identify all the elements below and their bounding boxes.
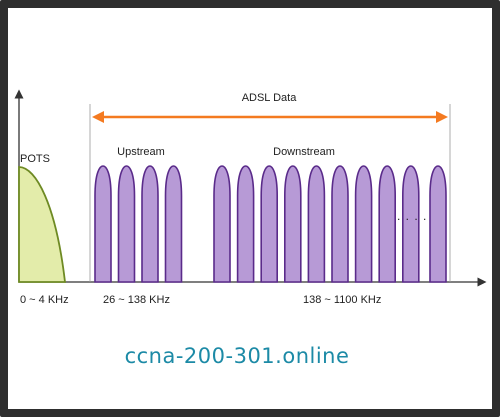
downstream-channel [236, 165, 255, 283]
adsl-data-arrow-head-right [436, 111, 448, 123]
adsl-data-arrow-head-left [92, 111, 104, 123]
downstream-channel [331, 165, 349, 283]
downstream-channel [307, 165, 326, 283]
downstream-channel [354, 165, 373, 283]
downstream-channel [402, 165, 420, 283]
pots-label: POTS [20, 153, 50, 165]
upstream-label: Upstream [117, 146, 165, 158]
upstream-channel [94, 165, 112, 283]
adsl-data-arrow [92, 111, 448, 123]
downstream-channel [378, 165, 396, 283]
ellipsis: . . . . [397, 209, 427, 223]
pots-band [18, 166, 67, 283]
downstream-label: Downstream [273, 146, 335, 158]
downstream-channel [260, 165, 278, 283]
freq-label-upstream: 26 ~ 138 KHz [103, 294, 170, 306]
upstream-channel [117, 165, 136, 283]
downstream-channels [213, 165, 420, 283]
downstream-extra-channel [429, 165, 447, 283]
watermark: ccna-200-301.online [125, 344, 350, 368]
freq-label-pots: 0 ~ 4 KHz [20, 294, 69, 306]
freq-label-downstream: 138 ~ 1100 KHz [303, 294, 381, 306]
downstream-channel [213, 165, 231, 283]
downstream-channel [284, 165, 302, 283]
upstream-channels [94, 165, 183, 283]
upstream-channel [141, 165, 159, 283]
upstream-channel [164, 165, 183, 283]
adsl-data-label: ADSL Data [242, 92, 298, 104]
extra-downstream-channels [429, 165, 447, 283]
